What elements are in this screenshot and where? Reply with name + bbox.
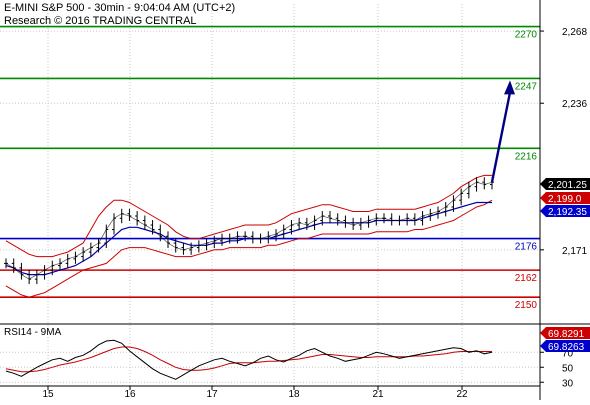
price-value-tag: 2,192.35 <box>540 205 590 218</box>
level-label-support: 2162 <box>515 273 538 284</box>
instrument-title: E-MINI S&P 500 - 30min - 9:04:04 AM (UTC… <box>4 2 236 14</box>
price-tag-bg <box>540 205 590 217</box>
x-tick-label: 17 <box>206 389 218 400</box>
rsi-tag-label: 69.8263 <box>548 342 585 353</box>
price-close-line <box>5 181 493 280</box>
rsi-line <box>5 339 493 380</box>
x-tick-label: 18 <box>288 389 300 400</box>
upper-bollinger-band <box>5 174 492 258</box>
price-value-tag: 2,199.0 <box>540 192 590 205</box>
rsi-tag-bg <box>540 340 590 352</box>
lower-bollinger-band <box>5 199 493 298</box>
rsi-tag-bg <box>540 327 590 339</box>
level-label-support: 2150 <box>515 300 538 311</box>
rsi-value-tag: 69.8291 <box>540 327 590 340</box>
price-tag-bg <box>540 192 590 204</box>
x-tick-label: 16 <box>124 389 136 400</box>
price-tag-label: 2,192.35 <box>548 207 587 218</box>
source-line: Research © 2016 TRADING CENTRAL <box>4 15 197 27</box>
level-label-resistance: 2247 <box>515 81 538 92</box>
y-tick-label: 2,236 <box>562 99 587 110</box>
x-tick-label: 15 <box>42 389 54 400</box>
projection-arrow-shaft <box>490 92 512 183</box>
level-lines: 2270 2247 2216 2176 2162 2150 <box>0 25 540 311</box>
y-tick-label: 2,268 <box>562 27 587 38</box>
value-tags: 2,201.25 2,199.0 2,192.35 69.8291 69.8263 <box>540 178 590 353</box>
price-tag-bg <box>540 178 590 190</box>
rsi-tick-label: 70 <box>562 348 574 359</box>
price-value-tag: 2,201.25 <box>540 178 590 191</box>
rsi-tag-label: 69.8291 <box>548 329 585 340</box>
price-panel <box>4 80 515 298</box>
level-label-resistance: 2216 <box>515 151 538 162</box>
rsi-tick-label: 50 <box>562 363 574 374</box>
moving-average-line <box>5 201 492 276</box>
price-tag-label: 2,199.0 <box>548 194 582 205</box>
y-tick-label: 2,171 <box>562 246 587 257</box>
level-label-resistance: 2270 <box>515 30 538 41</box>
grid <box>0 4 540 386</box>
rsi-value-tag: 69.8263 <box>540 340 590 353</box>
price-tag-label: 2,201.25 <box>548 180 587 191</box>
projection-arrowhead <box>504 80 515 95</box>
rsi-panel <box>5 339 493 380</box>
rsi-tick-label: 30 <box>562 378 574 389</box>
rsi-panel-title: RSI14 - 9MA <box>4 327 62 338</box>
level-label-pivot: 2176 <box>515 242 538 253</box>
x-tick-label: 21 <box>372 389 384 400</box>
x-tick-label: 22 <box>456 389 468 400</box>
